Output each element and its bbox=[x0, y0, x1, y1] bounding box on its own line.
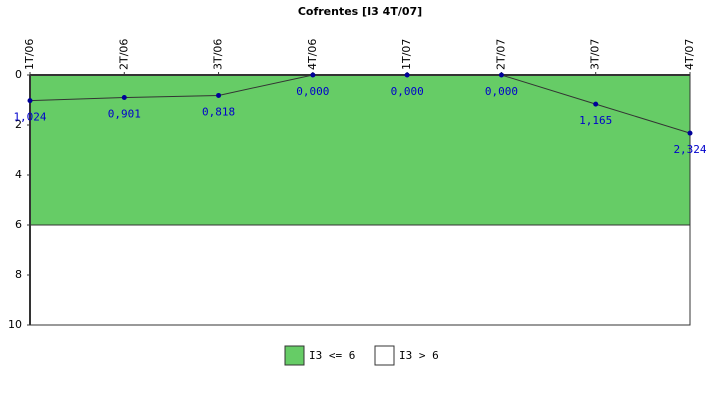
x-tick-label: 3T/07 bbox=[589, 39, 602, 70]
point bbox=[310, 72, 316, 78]
legend-label: I3 > 6 bbox=[399, 349, 439, 362]
legend-label: I3 <= 6 bbox=[309, 349, 355, 362]
y-tick-label: 10 bbox=[8, 318, 22, 331]
y-tick-label: 2 bbox=[15, 118, 22, 131]
point bbox=[27, 98, 33, 104]
point bbox=[498, 72, 504, 78]
line bbox=[29, 74, 691, 134]
point bbox=[593, 101, 599, 107]
x-tick-label: 3T/06 bbox=[212, 39, 225, 70]
chart-title: Cofrentes [I3 4T/07] bbox=[298, 5, 422, 18]
value-label: 0,000 bbox=[485, 85, 518, 98]
y-tick-label: 4 bbox=[15, 168, 22, 181]
x-tick-label: 2T/06 bbox=[117, 39, 130, 70]
value-label: 1,024 bbox=[13, 111, 46, 124]
legend-swatch bbox=[374, 345, 395, 366]
x-tick-label: 1T/07 bbox=[400, 39, 413, 70]
band bbox=[29, 224, 691, 326]
x-tick-label: 4T/07 bbox=[683, 39, 696, 70]
value-label: 0,000 bbox=[391, 85, 424, 98]
band bbox=[29, 74, 691, 226]
value-label: 1,165 bbox=[579, 114, 612, 127]
point bbox=[121, 95, 127, 101]
y-tick-label: 6 bbox=[15, 218, 22, 231]
x-tick-label: 2T/07 bbox=[494, 39, 507, 70]
point bbox=[687, 130, 693, 136]
value-label: 0,000 bbox=[296, 85, 329, 98]
y-tick-label: 0 bbox=[15, 68, 22, 81]
point bbox=[216, 92, 222, 98]
value-label: 0,818 bbox=[202, 105, 235, 118]
value-label: 0,901 bbox=[108, 108, 141, 121]
x-tick-label: 1T/06 bbox=[23, 39, 36, 70]
point bbox=[404, 72, 410, 78]
legend-swatch bbox=[284, 345, 305, 366]
x-tick-label: 4T/06 bbox=[306, 39, 319, 70]
value-label: 2,324 bbox=[673, 143, 706, 156]
y-tick-label: 8 bbox=[15, 268, 22, 281]
